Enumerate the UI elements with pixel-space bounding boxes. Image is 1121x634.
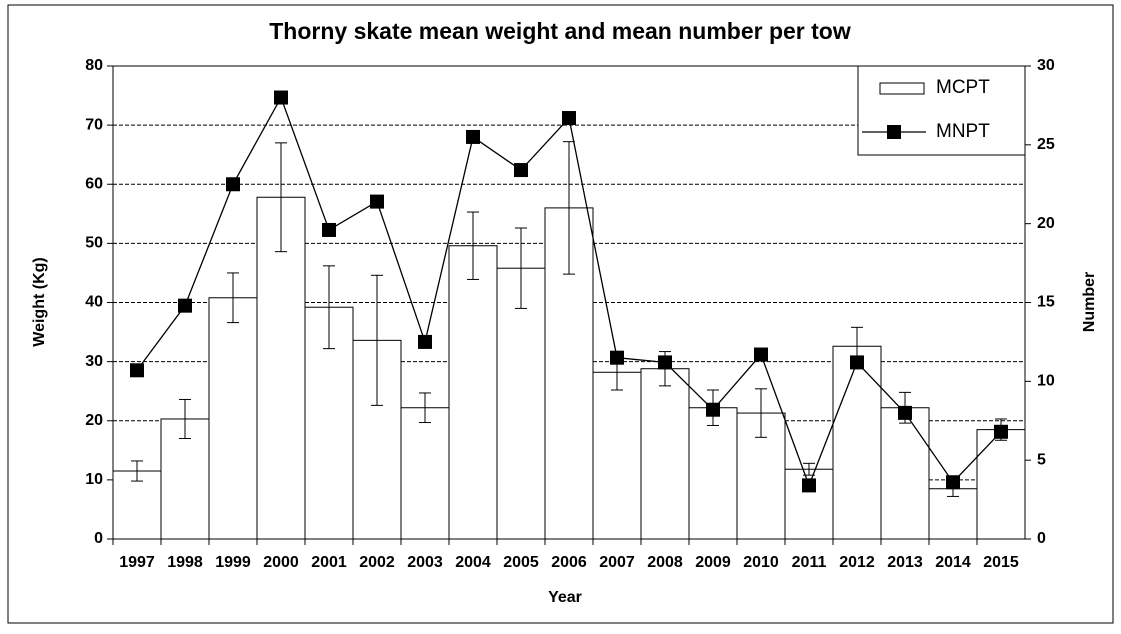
x-tick-label: 2003: [407, 554, 443, 571]
legend-label: MCPT: [936, 77, 990, 98]
chart-title: Thorny skate mean weight and mean number…: [269, 18, 851, 44]
error-bar: [275, 142, 287, 253]
x-tick-label: 2014: [935, 554, 971, 571]
y2-axis-label: Number: [1081, 272, 1098, 332]
x-tick-label: 1998: [167, 554, 203, 571]
bar: [496, 267, 546, 540]
legend: MCPT MNPT: [857, 65, 1026, 156]
marker: [274, 90, 288, 105]
x-tick-label: 2005: [503, 554, 539, 571]
x-tick-label: 2008: [647, 554, 683, 571]
error-bar: [227, 272, 239, 324]
marker: [562, 111, 576, 126]
y2-tick-label: 15: [1037, 294, 1055, 311]
x-tick-label: 2013: [887, 554, 923, 571]
y-tick-label: 20: [85, 412, 103, 429]
legend-label: MNPT: [936, 121, 990, 142]
bar: [112, 470, 162, 540]
x-tick-label: 2015: [983, 554, 1019, 571]
error-bar: [755, 388, 767, 438]
marker: [754, 347, 768, 362]
marker: [514, 163, 528, 178]
y-tick-label: 80: [85, 57, 103, 74]
error-bar: [563, 141, 575, 275]
y2-tick-label: 5: [1037, 451, 1046, 468]
marker: [994, 424, 1008, 439]
error-bar: [179, 398, 191, 439]
marker: [802, 478, 816, 493]
marker: [658, 355, 672, 370]
bar: [976, 429, 1026, 540]
legend-box: [857, 65, 1026, 156]
legend-marker: [887, 125, 901, 139]
bar: [208, 297, 258, 540]
plot-frame: [112, 65, 1026, 540]
bar: [448, 245, 498, 540]
marker: [610, 350, 624, 365]
x-tick-label: 2007: [599, 554, 635, 571]
x-tick-label: 1997: [119, 554, 155, 571]
x-tick-label: 2009: [695, 554, 731, 571]
y2-tick-label: 20: [1037, 215, 1055, 232]
y2-tick-label: 25: [1037, 136, 1055, 153]
error-bar: [131, 460, 143, 482]
marker: [418, 334, 432, 349]
legend-swatch: [879, 82, 925, 95]
marker: [706, 402, 720, 417]
x-tick-label: 2012: [839, 554, 875, 571]
y-axis-label: Weight (Kg): [31, 257, 48, 346]
marker: [370, 194, 384, 209]
y-tick-label: 40: [85, 294, 103, 311]
y-tick-label: 50: [85, 235, 103, 252]
y-tick-label: 30: [85, 353, 103, 370]
y2-tick-label: 10: [1037, 373, 1055, 390]
error-bar: [419, 392, 431, 424]
y2-tick-label: 30: [1037, 57, 1055, 74]
x-tick-label: 1999: [215, 554, 251, 571]
error-bar: [371, 274, 383, 406]
error-bar: [467, 211, 479, 280]
marker: [322, 222, 336, 237]
x-axis-label: Year: [548, 589, 582, 606]
error-bar: [515, 227, 527, 309]
marker: [850, 355, 864, 370]
x-tick-label: 2002: [359, 554, 395, 571]
x-tick-label: 2004: [455, 554, 491, 571]
x-tick-label: 2011: [792, 554, 827, 571]
marker: [178, 298, 192, 313]
marker: [898, 405, 912, 420]
bar: [640, 368, 690, 540]
bar: [592, 371, 642, 540]
x-tick-label: 2006: [551, 554, 587, 571]
marker: [946, 475, 960, 490]
bar: [400, 407, 450, 540]
y-tick-label: 10: [85, 471, 103, 488]
bar: [688, 407, 738, 540]
marker: [226, 177, 240, 192]
x-tick-label: 2001: [311, 554, 347, 571]
x-tick-label: 2000: [263, 554, 299, 571]
x-tick-label: 2010: [743, 554, 779, 571]
error-bar: [323, 265, 335, 350]
marker: [130, 363, 144, 378]
y-tick-label: 70: [85, 116, 103, 133]
marker: [466, 129, 480, 144]
y-tick-label: 60: [85, 175, 103, 192]
y2-tick-label: 0: [1037, 530, 1046, 547]
y-tick-label: 0: [94, 530, 103, 547]
bar: [880, 407, 930, 540]
bar: [832, 345, 882, 540]
